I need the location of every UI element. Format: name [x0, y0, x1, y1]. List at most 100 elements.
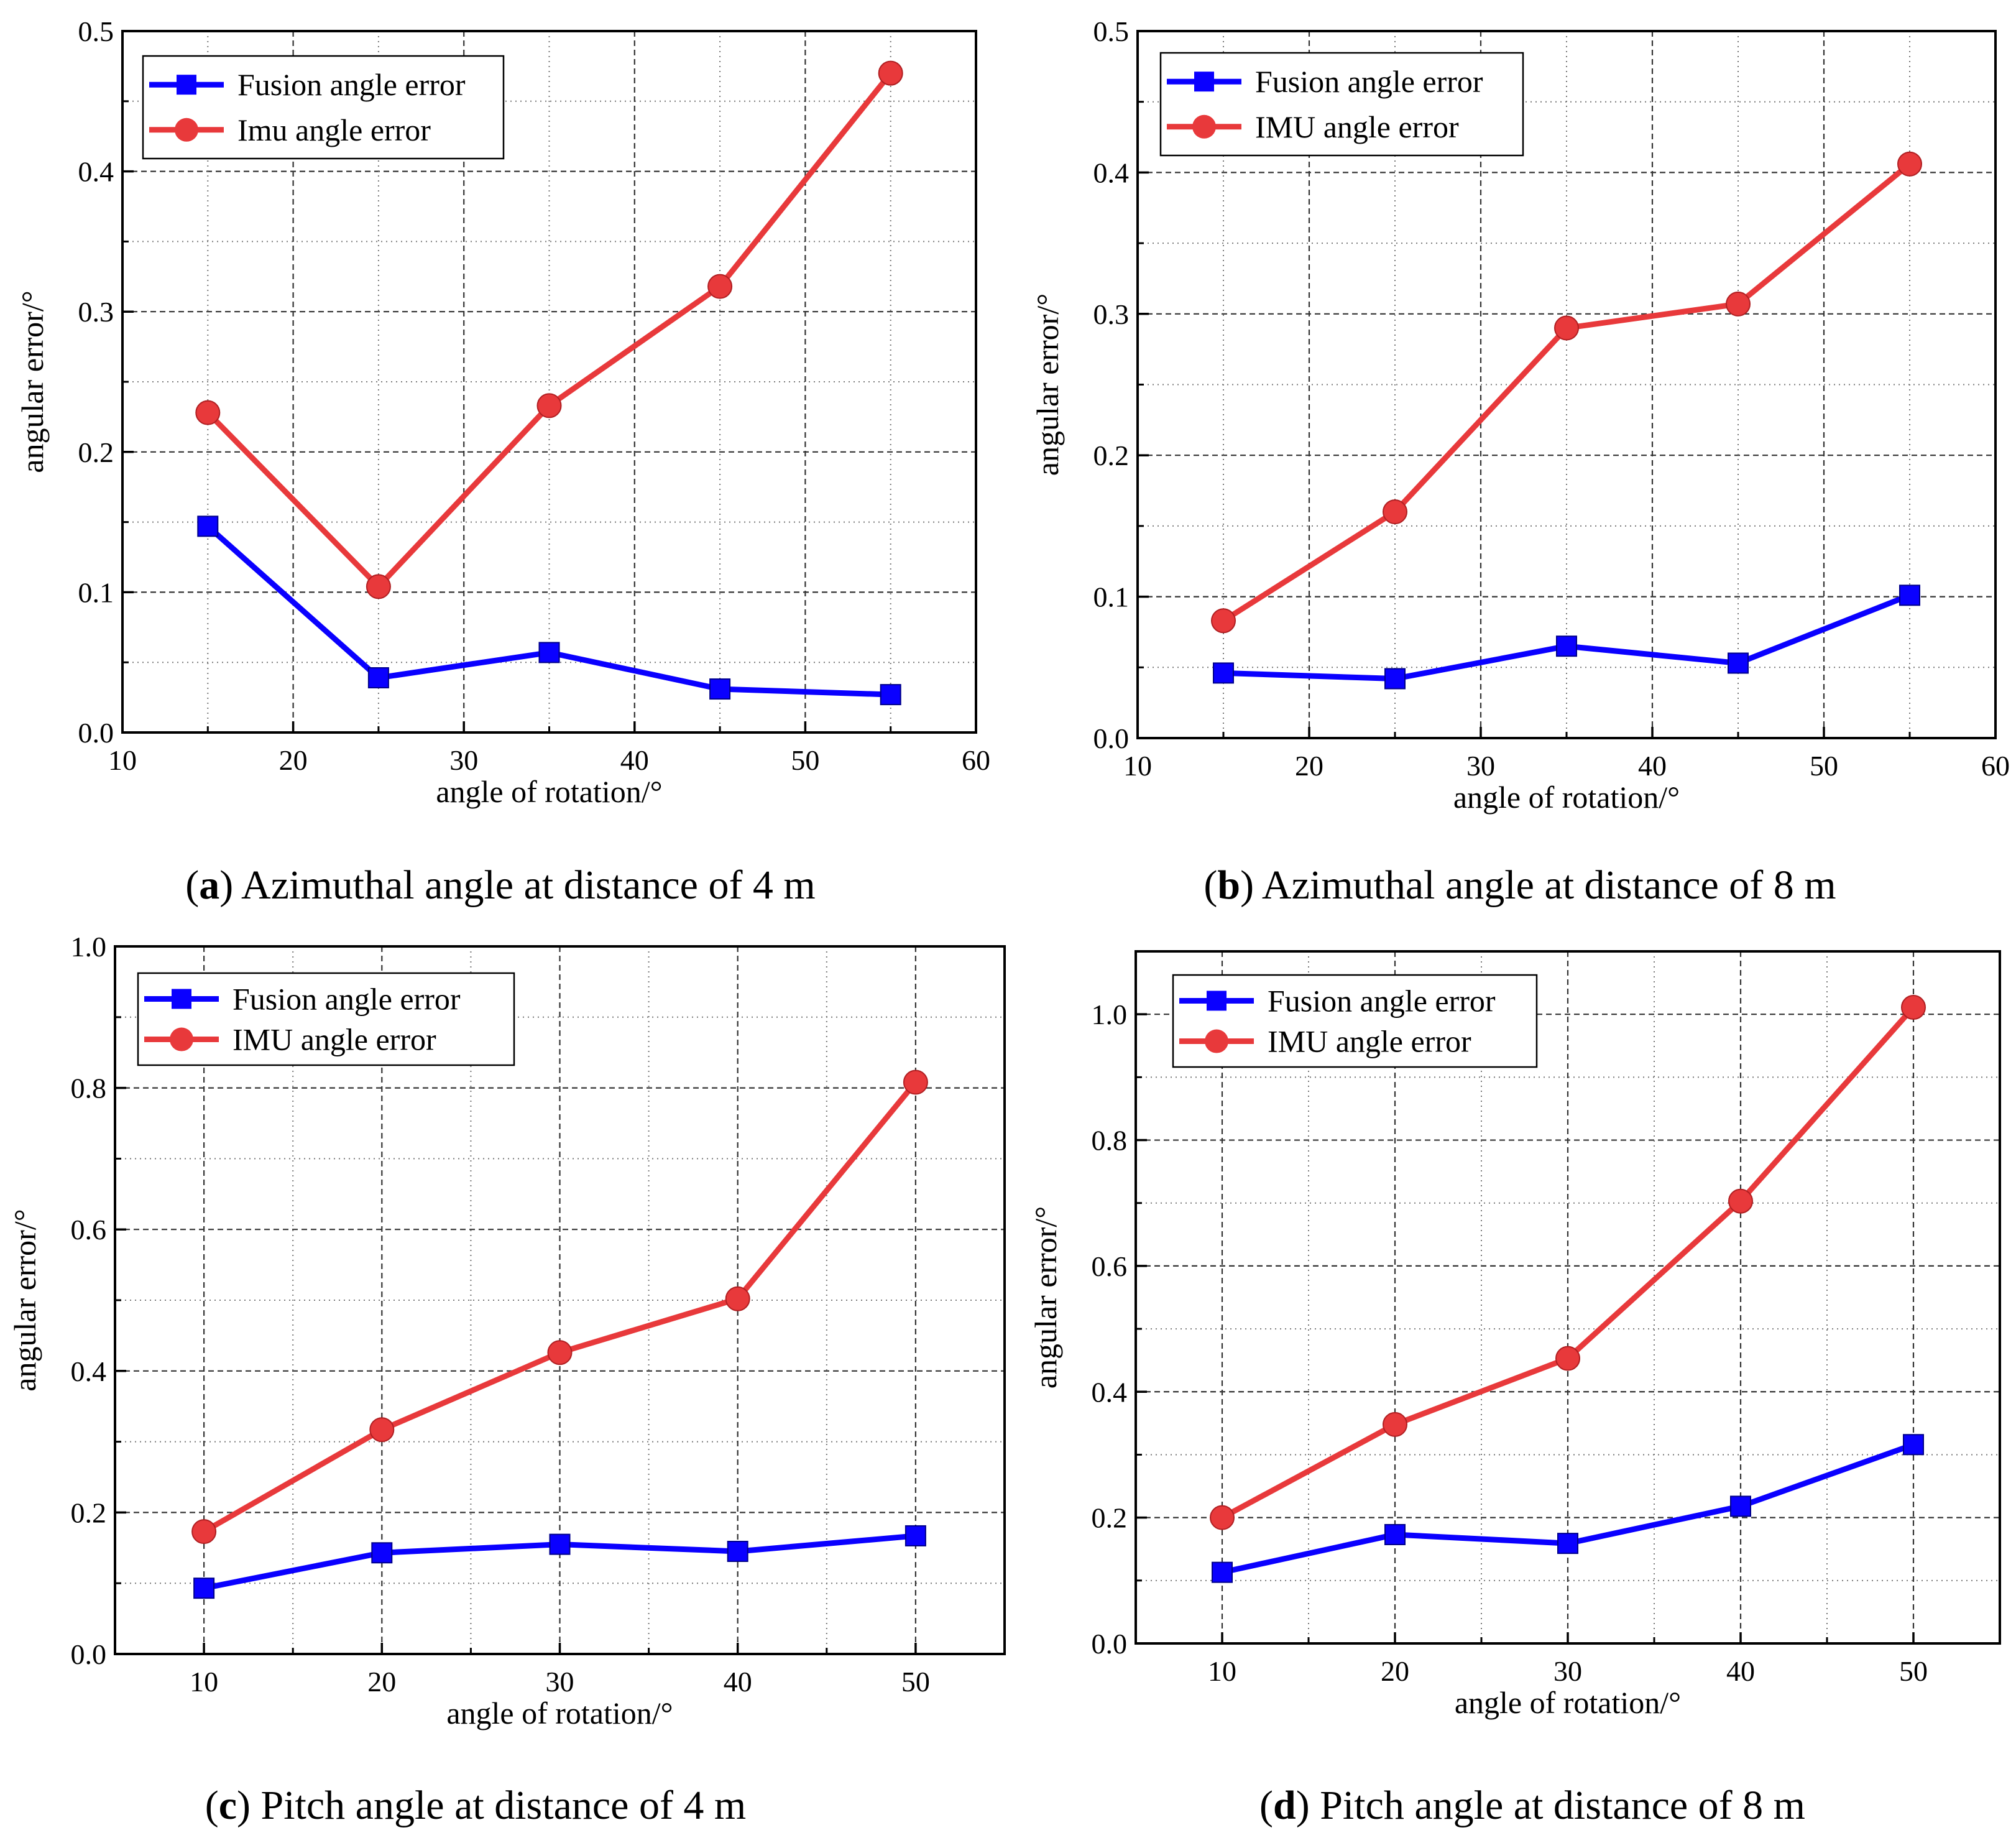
data-point — [1212, 1561, 1233, 1583]
y-tick-label: 0.1 — [78, 576, 114, 608]
data-point — [536, 393, 562, 418]
y-tick-label: 0.3 — [1093, 298, 1130, 330]
series-fusion — [197, 515, 901, 706]
data-point — [1555, 1346, 1580, 1371]
y-tick-label: 0.5 — [1093, 16, 1130, 47]
x-tick-label: 20 — [279, 744, 308, 776]
legend-box — [1172, 974, 1538, 1068]
x-tick-label: 10 — [190, 1666, 218, 1698]
data-point — [727, 1540, 748, 1562]
y-axis-label: angular error/° — [7, 1209, 42, 1391]
legend-label: Fusion angle error — [1268, 983, 1496, 1018]
series-line — [1222, 162, 1912, 624]
x-tick-label: 30 — [1553, 1655, 1582, 1687]
x-axis-label: angle of rotation/° — [1453, 780, 1680, 815]
y-tick-label: 0.0 — [1093, 723, 1130, 754]
data-point — [707, 274, 733, 299]
gridlines — [1138, 31, 1995, 738]
y-axis-label: angular error/° — [15, 290, 50, 473]
data-point — [725, 1286, 750, 1311]
x-tick-label: 50 — [1810, 750, 1838, 782]
legend: Fusion angle error IMU angle error — [137, 972, 515, 1066]
series-fusion — [1213, 584, 1920, 690]
data-point — [547, 1340, 573, 1365]
y-tick-label: 0.0 — [1092, 1628, 1128, 1660]
data-point — [1210, 1505, 1235, 1530]
y-tick-label: 1.0 — [71, 931, 107, 963]
chart-panel-b: 0.0 0.1 0.2 0.3 0.4 0.5 10 20 30 40 50 60 angle of r… — [1030, 16, 2010, 815]
x-tick-label: 20 — [1381, 1655, 1409, 1687]
y-tick-label: 0.1 — [1093, 581, 1130, 613]
data-point — [1383, 1411, 1407, 1437]
data-point — [191, 1519, 217, 1545]
y-tick-label: 0.2 — [1093, 440, 1130, 471]
data-point — [1557, 1533, 1578, 1555]
x-axis-label: angle of rotation/° — [436, 774, 662, 809]
data-point — [1730, 1495, 1751, 1517]
data-point — [1897, 151, 1922, 177]
series-imu — [195, 60, 903, 599]
caption-letter: b — [1217, 862, 1241, 908]
data-point — [709, 678, 731, 700]
data-point — [904, 1525, 926, 1546]
data-point — [1211, 608, 1236, 634]
axis-ticks: 0.0 0.1 0.2 0.3 0.4 0.5 10 20 30 40 50 60 — [78, 16, 991, 776]
data-point — [538, 642, 560, 663]
y-axis-label: angular error/° — [1030, 293, 1065, 476]
legend-label: IMU angle error — [232, 1022, 436, 1057]
x-tick-label: 60 — [962, 744, 990, 776]
y-tick-label: 0.4 — [1092, 1376, 1128, 1408]
legend-marker — [172, 989, 191, 1009]
data-point — [1728, 1188, 1753, 1214]
y-tick-label: 0.5 — [78, 16, 114, 47]
data-point — [193, 1578, 215, 1599]
y-tick-label: 0.8 — [71, 1073, 107, 1104]
data-point — [369, 1417, 395, 1443]
x-tick-label: 30 — [546, 1666, 574, 1698]
legend-marker — [175, 118, 198, 142]
data-point — [1899, 584, 1920, 606]
data-point — [371, 1542, 393, 1564]
legend-marker — [1194, 72, 1214, 92]
caption-text: Azimuthal angle at distance of 4 m — [241, 862, 816, 908]
x-tick-label: 40 — [620, 744, 649, 776]
y-tick-label: 0.4 — [71, 1356, 107, 1387]
data-point — [1213, 662, 1234, 684]
chart-panel-a: 0.0 0.1 0.2 0.3 0.4 0.5 10 20 30 40 50 60 angle of r… — [15, 16, 990, 809]
legend-marker — [1192, 114, 1216, 139]
data-point — [1726, 291, 1751, 316]
series-imu — [191, 1070, 928, 1545]
x-tick-label: 30 — [449, 744, 478, 776]
legend-label: Fusion angle error — [237, 67, 466, 102]
data-point — [1901, 995, 1926, 1020]
x-tick-label: 40 — [1638, 750, 1667, 782]
y-tick-label: 0.6 — [71, 1214, 107, 1245]
y-tick-label: 0.0 — [71, 1638, 107, 1670]
y-tick-label: 0.4 — [1093, 157, 1130, 188]
y-tick-label: 1.0 — [1092, 999, 1128, 1030]
legend-box — [137, 972, 515, 1066]
y-tick-label: 0.2 — [78, 437, 114, 468]
data-point — [366, 574, 391, 599]
data-point — [1384, 668, 1406, 690]
y-tick-label: 0.2 — [1092, 1502, 1128, 1534]
caption-text: Pitch angle at distance of 4 m — [260, 1783, 747, 1828]
y-tick-label: 0.0 — [78, 717, 114, 749]
y-tick-label: 0.8 — [1092, 1125, 1128, 1157]
legend-box — [142, 55, 505, 160]
x-tick-label: 40 — [1726, 1655, 1755, 1687]
data-point — [367, 667, 389, 689]
x-tick-label: 50 — [791, 744, 819, 776]
chart-panel-d: 0.0 0.2 0.4 0.6 0.8 1.0 10 20 30 40 50 angle of rot… — [1028, 950, 2001, 1720]
x-tick-label: 20 — [1295, 750, 1323, 782]
legend-marker — [1205, 1029, 1228, 1053]
x-tick-label: 30 — [1466, 750, 1495, 782]
caption-text: Pitch angle at distance of 8 m — [1320, 1783, 1805, 1828]
legend: Fusion angle error IMU angle error — [1159, 52, 1524, 157]
legend-box — [1159, 52, 1524, 157]
y-tick-label: 0.3 — [78, 296, 114, 328]
data-point — [880, 684, 901, 706]
x-tick-label: 10 — [1123, 750, 1152, 782]
axis-ticks: 0.0 0.2 0.4 0.6 0.8 1.0 10 20 30 40 50 — [71, 931, 930, 1698]
